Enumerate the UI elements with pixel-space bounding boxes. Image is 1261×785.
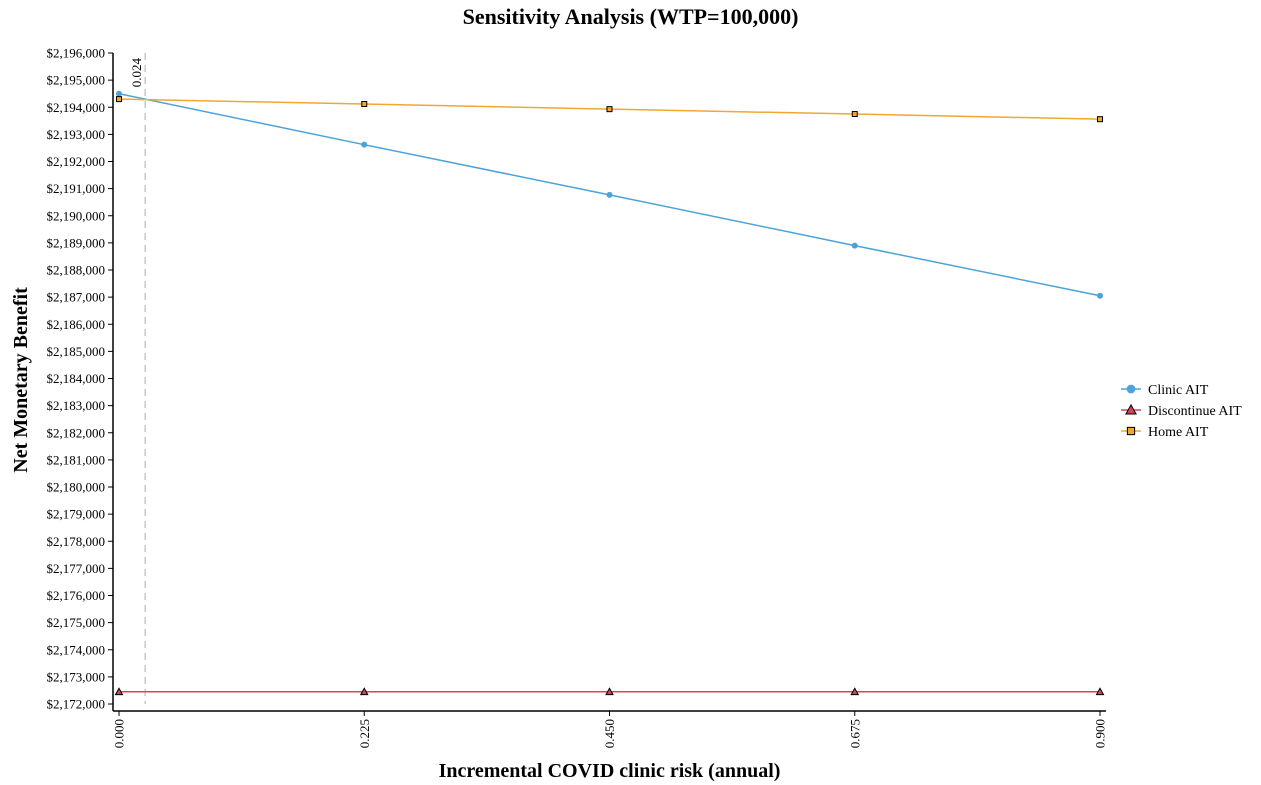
data-point-discontinue-ait [114, 687, 124, 696]
series-home-ait [116, 96, 1103, 123]
axes-layer: Incremental COVID clinic risk (annual) Ne… [10, 53, 1106, 782]
data-point-home-ait [606, 106, 613, 113]
y-tick-label: $2,191,000 [47, 181, 106, 196]
threshold-layer: 0.024 [129, 53, 146, 704]
series-layer [114, 90, 1105, 696]
y-tick-label: $2,175,000 [47, 615, 106, 630]
y-tick-label: $2,188,000 [47, 263, 106, 278]
legend-item-home-ait: Home AIT [1121, 425, 1209, 440]
y-tick-label: $2,177,000 [47, 561, 106, 576]
data-point-clinic-ait [851, 242, 858, 249]
legend-marker [1125, 403, 1137, 415]
data-point-home-ait [116, 96, 122, 103]
y-tick-label: $2,194,000 [47, 100, 106, 115]
legend-marker [1126, 426, 1136, 436]
x-axis-title: Incremental COVID clinic risk (annual) [439, 760, 781, 782]
data-point-discontinue-ait [850, 687, 860, 696]
ticks-layer: $2,172,000 $2,173,000 $2,174,000 $2,175,000… [47, 46, 1108, 749]
y-tick-label: $2,182,000 [47, 425, 106, 440]
y-tick-label: $2,183,000 [47, 398, 106, 413]
y-tick-label: $2,196,000 [47, 46, 106, 61]
legend-item-discontinue-ait: Discontinue AIT [1121, 403, 1242, 419]
legend-label: Clinic AIT [1148, 383, 1209, 398]
y-tick-label: $2,180,000 [47, 480, 106, 495]
x-tick-label: 0.675 [847, 719, 862, 748]
y-tick-label: $2,184,000 [47, 371, 106, 386]
data-point-clinic-ait [116, 90, 122, 97]
threshold-label: 0.024 [129, 58, 144, 88]
series-discontinue-ait [114, 687, 1105, 696]
legend-label: Home AIT [1148, 425, 1209, 440]
legend-marker [1126, 384, 1136, 394]
x-tick-label: 0.450 [602, 719, 617, 748]
series-clinic-ait [116, 90, 1103, 299]
y-tick-label: $2,181,000 [47, 452, 106, 467]
y-tick-label: $2,195,000 [47, 73, 106, 88]
y-tick-label: $2,186,000 [47, 317, 106, 332]
data-point-clinic-ait [606, 191, 613, 198]
y-tick-label: $2,189,000 [47, 235, 106, 250]
data-point-home-ait [1097, 116, 1103, 123]
data-point-clinic-ait [361, 141, 368, 148]
data-point-discontinue-ait [359, 687, 369, 696]
data-point-home-ait [361, 100, 368, 107]
data-point-home-ait [851, 111, 858, 118]
y-tick-label: $2,172,000 [47, 697, 106, 712]
legend-item-clinic-ait: Clinic AIT [1121, 383, 1209, 398]
x-tick-label: 0.225 [357, 719, 372, 748]
data-point-clinic-ait [1097, 292, 1103, 299]
y-tick-label: $2,178,000 [47, 534, 106, 549]
x-tick-label: 0.000 [112, 719, 127, 748]
y-tick-label: $2,185,000 [47, 344, 106, 359]
y-tick-label: $2,176,000 [47, 588, 106, 603]
y-tick-label: $2,187,000 [47, 290, 106, 305]
x-tick-label: 0.900 [1093, 719, 1108, 748]
chart-title: Sensitivity Analysis (WTP=100,000) [462, 4, 799, 29]
y-tick-label: $2,193,000 [47, 127, 106, 142]
y-tick-label: $2,179,000 [47, 507, 106, 522]
y-tick-label: $2,190,000 [47, 208, 106, 223]
y-tick-label: $2,192,000 [47, 154, 106, 169]
legend-label: Discontinue AIT [1148, 404, 1242, 419]
legend-layer: Clinic AIT Discontinue AIT Home AIT [1121, 383, 1242, 440]
y-axis-title: Net Monetary Benefit [10, 287, 32, 473]
y-tick-label: $2,173,000 [47, 669, 106, 684]
y-tick-label: $2,174,000 [47, 642, 106, 657]
data-point-discontinue-ait [605, 687, 614, 696]
data-point-discontinue-ait [1095, 687, 1105, 696]
